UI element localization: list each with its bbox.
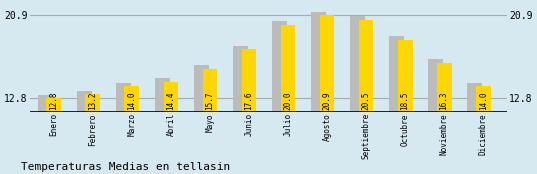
Bar [272, 21, 287, 112]
Text: 15.7: 15.7 [206, 92, 214, 110]
Bar [233, 46, 248, 112]
Bar [398, 40, 412, 112]
Text: 20.0: 20.0 [284, 92, 293, 110]
Bar [428, 59, 443, 112]
Text: 17.6: 17.6 [244, 92, 253, 110]
Text: 14.4: 14.4 [166, 92, 176, 110]
Bar [320, 15, 335, 112]
Text: 16.3: 16.3 [440, 92, 448, 110]
Bar [242, 49, 256, 112]
Bar [116, 82, 130, 112]
Text: 20.9: 20.9 [323, 92, 331, 110]
Bar [164, 82, 178, 112]
Bar [311, 12, 326, 112]
Bar [467, 82, 482, 112]
Bar [437, 63, 452, 112]
Text: 13.2: 13.2 [89, 92, 97, 110]
Bar [194, 65, 209, 112]
Bar [389, 36, 404, 112]
Text: 14.0: 14.0 [478, 92, 488, 110]
Text: 14.0: 14.0 [127, 92, 136, 110]
Bar [359, 19, 373, 112]
Text: 20.5: 20.5 [361, 92, 371, 110]
Bar [350, 16, 365, 112]
Bar [85, 94, 100, 112]
Text: 12.8: 12.8 [49, 92, 59, 110]
Bar [77, 91, 92, 112]
Bar [38, 95, 53, 112]
Bar [46, 98, 61, 112]
Text: Temperaturas Medias en tellasin: Temperaturas Medias en tellasin [21, 162, 231, 172]
Bar [281, 25, 295, 112]
Bar [202, 69, 217, 112]
Bar [476, 86, 491, 112]
Bar [155, 78, 170, 112]
Bar [125, 86, 139, 112]
Text: 18.5: 18.5 [401, 92, 410, 110]
